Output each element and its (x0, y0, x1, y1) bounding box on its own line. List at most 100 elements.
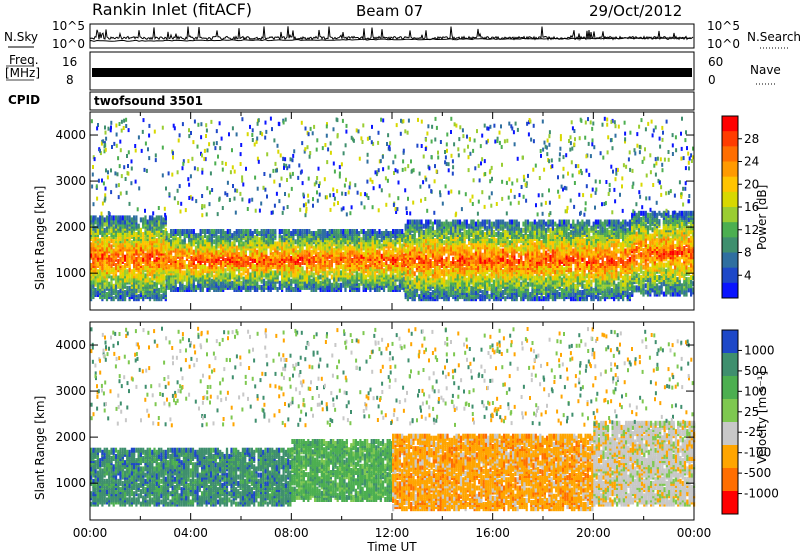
echo-cell (114, 275, 118, 281)
echo-cell (110, 227, 113, 233)
echo-cell (294, 245, 297, 251)
echo-cell (135, 232, 138, 237)
echo-cell (497, 246, 500, 252)
echo-cell (486, 219, 489, 225)
echo-cell (310, 241, 313, 247)
echo-cell (153, 221, 156, 227)
echo-cell (315, 255, 318, 261)
echo-cell (153, 229, 156, 235)
echo-cell (103, 227, 106, 233)
echo-cell (301, 266, 304, 272)
echo-cell (281, 229, 284, 234)
echo-cell (160, 287, 163, 293)
echo-cell (479, 221, 482, 227)
echo-cell (181, 278, 184, 284)
echo-cell (112, 240, 115, 246)
echo-cell (256, 258, 259, 263)
echo-cell (217, 235, 220, 241)
echo-cell (190, 262, 193, 268)
echo-cell (151, 294, 154, 300)
echo-cell (192, 249, 195, 255)
echo-cell (160, 215, 163, 221)
echo-cell (228, 266, 232, 272)
echo-cell (162, 269, 165, 275)
echo-cell (267, 284, 270, 290)
echo-cell (506, 221, 509, 227)
echo-cell (531, 221, 534, 227)
echo-cell (114, 283, 118, 289)
echo-cell (389, 249, 392, 255)
echo-cell (258, 284, 261, 290)
echo-cell (458, 219, 462, 225)
echo-cell (183, 229, 186, 234)
echo-cell (96, 290, 99, 295)
echo-cell (119, 294, 122, 300)
echo-cell (146, 275, 149, 281)
echo-cell (233, 280, 236, 286)
echo-cell (492, 221, 496, 227)
echo-cell (130, 273, 133, 279)
echo-cell (101, 215, 104, 221)
echo-cell (167, 264, 170, 270)
echo-cell (190, 229, 193, 234)
echo-cell (242, 280, 245, 286)
power-echoes (90, 116, 695, 302)
echo-cell (228, 251, 232, 257)
echo-cell (162, 234, 165, 239)
echo-cell (117, 296, 120, 302)
echo-cell (463, 219, 466, 225)
echo-cell (526, 281, 530, 287)
echo-cell (92, 215, 95, 221)
echo-cell (477, 275, 480, 281)
echo-cell (385, 229, 388, 234)
echo-cell (135, 265, 138, 271)
echo-cell (445, 219, 448, 225)
echo-cell (499, 219, 502, 225)
echo-cell (119, 287, 122, 293)
echo-cell (339, 282, 343, 288)
echo-cell (144, 265, 147, 271)
echo-cell (110, 256, 113, 262)
echo-cell (124, 238, 127, 244)
freq-label-line2: [MHz] (5, 66, 40, 80)
echo-cell (508, 240, 511, 246)
nsky-tick-bottom: 10^0 (52, 37, 85, 51)
echo-cell (242, 276, 245, 282)
echo-cell (342, 251, 345, 257)
echo-cell (415, 219, 419, 225)
echo-cell (404, 223, 407, 229)
echo-cell (308, 245, 311, 251)
echo-cell (179, 245, 182, 251)
echo-cell (483, 232, 487, 237)
echo-cell (119, 281, 122, 287)
echo-cell (301, 229, 304, 234)
echo-cell (515, 265, 518, 271)
echo-cell (333, 229, 336, 234)
cpid-label: CPID (8, 93, 40, 107)
echo-cell (105, 215, 109, 221)
echo-cell (204, 255, 207, 261)
echo-cell (112, 273, 115, 279)
echo-cell (463, 267, 466, 273)
echo-cell (185, 243, 189, 249)
echo-cell (515, 258, 518, 264)
echo-cell (117, 236, 120, 242)
echo-cell (199, 282, 202, 288)
echo-cell (190, 247, 193, 253)
echo-cell (142, 252, 145, 258)
echo-cell (110, 285, 113, 291)
echo-cell (251, 241, 254, 247)
echo-cell (247, 229, 250, 234)
echo-cell (174, 243, 177, 249)
echo-cell (461, 232, 464, 237)
echo-cell (108, 261, 111, 266)
echo-cell (226, 243, 229, 249)
echo-cell (96, 229, 99, 235)
echo-cell (210, 272, 213, 278)
echo-cell (285, 270, 288, 276)
echo-cell (90, 279, 93, 285)
echo-cell (185, 229, 189, 234)
echo-cell (146, 242, 149, 248)
echo-cell (265, 229, 268, 234)
echo-cell (90, 242, 93, 248)
